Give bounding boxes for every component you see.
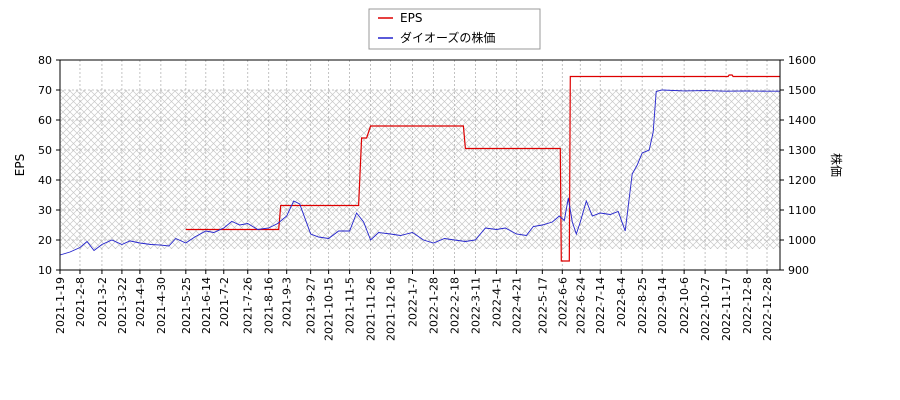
x-tick-label: 2022-9-14 [656,277,669,334]
right-tick-label: 1200 [788,174,816,187]
x-tick-label: 2021-8-16 [263,277,276,334]
left-tick-label: 10 [38,264,52,277]
x-tick-label: 2022-8-4 [615,277,628,327]
x-tick-label: 2021-6-14 [200,277,213,334]
x-tick-label: 2021-9-3 [281,277,294,327]
right-tick-label: 900 [788,264,809,277]
x-tick-label: 2022-2-18 [448,277,461,334]
x-tick-label: 2022-8-25 [636,277,649,334]
left-axis-label: EPS [13,154,27,176]
x-tick-label: 2021-3-22 [116,277,129,334]
x-tick-label: 2022-4-21 [510,277,523,334]
right-tick-label: 1100 [788,204,816,217]
left-tick-label: 60 [38,114,52,127]
x-tick-label: 2021-11-5 [344,277,357,334]
right-axis-label: 株価 [829,153,844,177]
left-tick-label: 40 [38,174,52,187]
right-tick-label: 1600 [788,54,816,67]
x-tick-label: 2022-6-6 [556,277,569,327]
legend: EPS ダイオーズの株価 [368,8,541,50]
left-tick-label: 50 [38,144,52,157]
x-tick-label: 2022-10-6 [678,277,691,334]
left-tick-label: 20 [38,234,52,247]
x-tick-label: 2021-3-2 [96,277,109,327]
left-tick-label: 80 [38,54,52,67]
x-tick-label: 2021-7-26 [242,277,255,334]
x-tick-label: 2022-4-1 [490,277,503,327]
legend-label-price: ダイオーズの株価 [400,30,495,45]
x-tick-label: 2021-11-26 [365,277,378,341]
right-tick-label: 1500 [788,84,816,97]
legend-box [368,8,541,50]
x-tick-label: 2022-6-24 [574,277,587,334]
left-tick-label: 70 [38,84,52,97]
x-tick-label: 2022-1-28 [427,277,440,334]
x-tick-label: 2021-1-19 [54,277,67,334]
series-layer [59,74,780,262]
x-tick-label: 2021-4-9 [134,277,147,327]
right-tick-label: 1000 [788,234,816,247]
x-tick-label: 2022-12-8 [741,277,754,334]
x-tick-label: 2021-12-16 [385,277,398,341]
legend-label-eps: EPS [400,11,422,25]
x-tick-label: 2021-10-15 [323,277,336,341]
x-tick-label: 2022-7-14 [594,277,607,334]
price-line [59,89,780,256]
x-tick-label: 2021-9-27 [305,277,318,334]
right-tick-label: 1400 [788,114,816,127]
x-tick-label: 2022-1-7 [407,277,420,327]
x-tick-label: 2022-5-17 [536,277,549,334]
x-tick-label: 2022-10-27 [699,277,712,341]
right-tick-label: 1300 [788,144,816,157]
plot-frame [59,59,781,271]
x-tick-label: 2021-5-25 [180,277,193,334]
x-tick-label: 2022-11-17 [720,277,733,341]
hatched-band [60,90,780,249]
x-tick-label: 2021-4-30 [155,277,168,334]
eps-line [185,74,780,262]
x-tick-label: 2021-2-8 [74,277,87,327]
x-tick-label: 2021-7-2 [218,277,231,327]
left-tick-label: 30 [38,204,52,217]
x-tick-label: 2022-12-28 [761,277,774,341]
x-tick-label: 2022-3-11 [469,277,482,334]
axes: 10 20 30 40 50 60 70 80 900 1000 1100 1200 1300 1400 1… [38,54,816,341]
